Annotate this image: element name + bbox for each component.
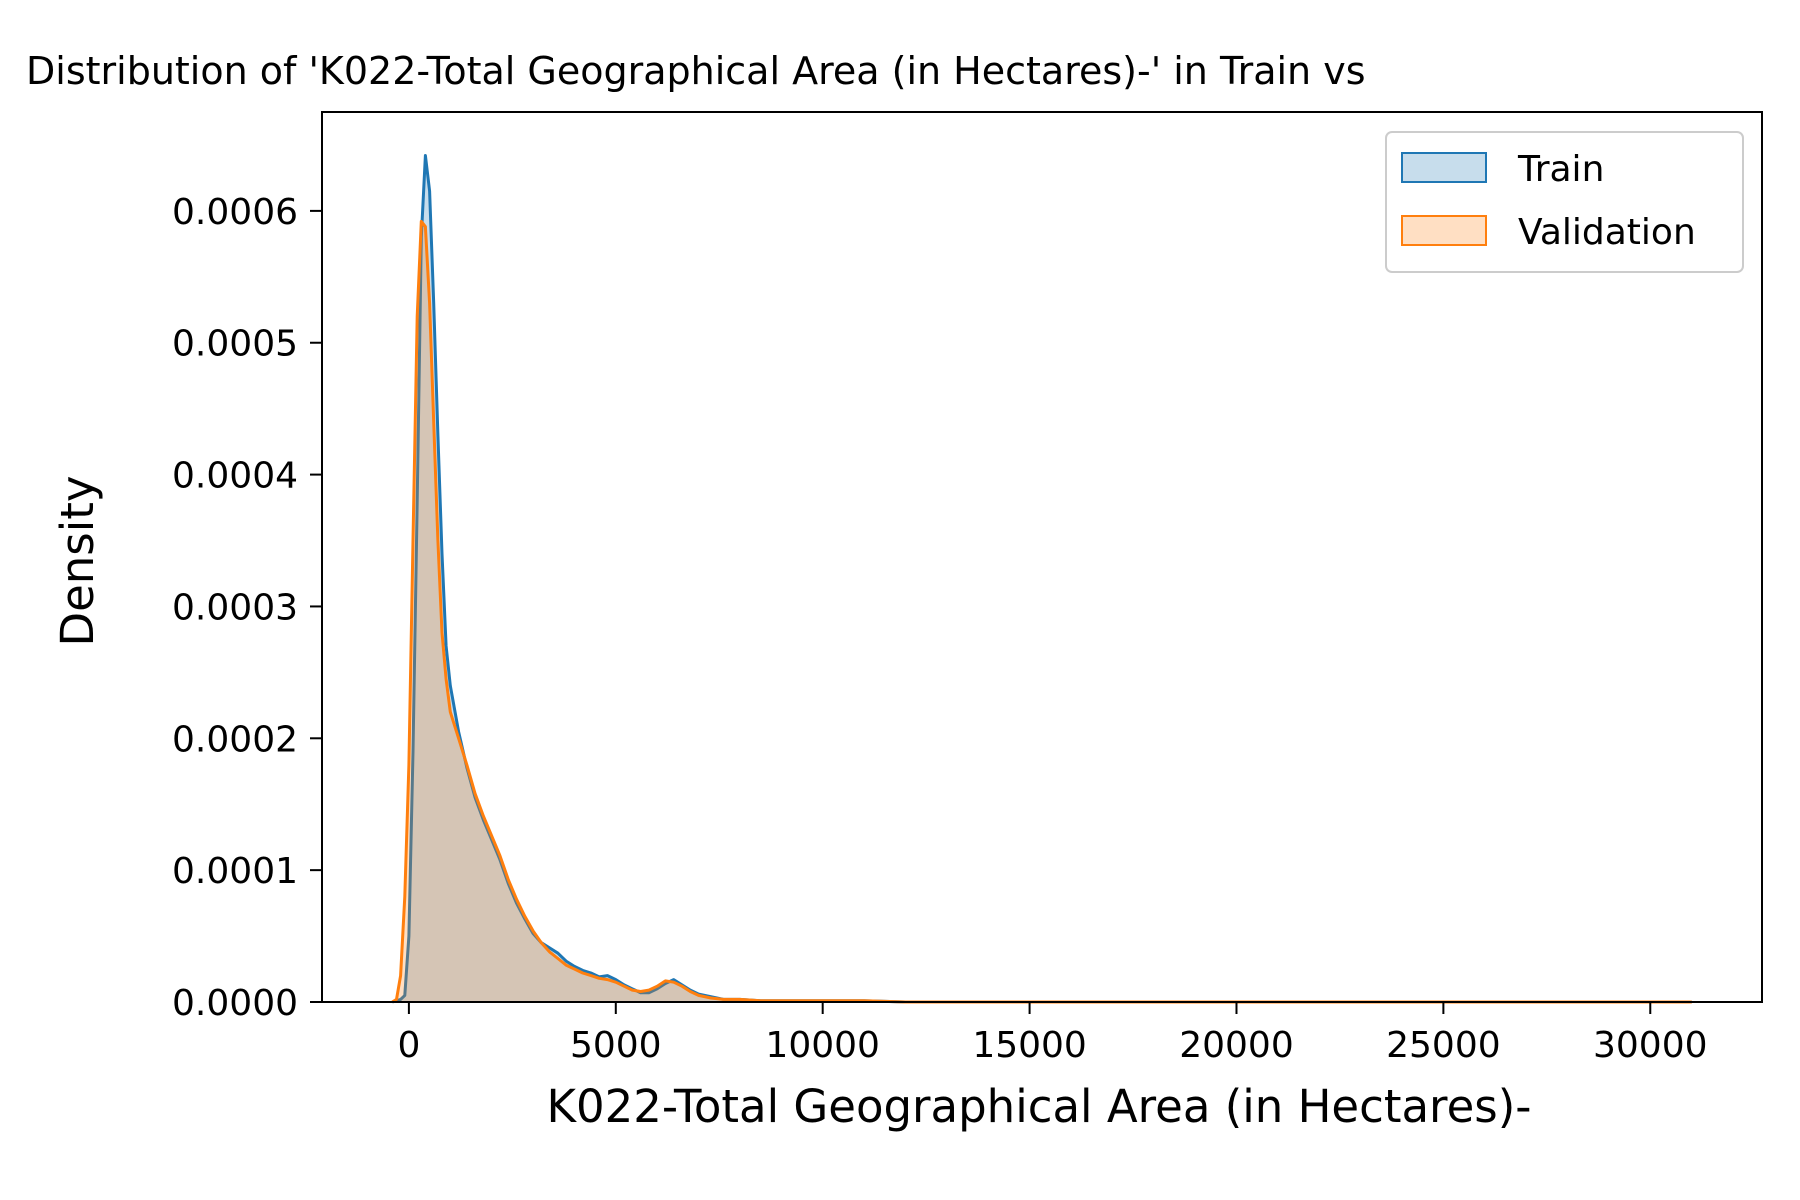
y-axis-label: Density	[51, 475, 104, 646]
x-axis-label: K022-Total Geographical Area (in Hectare…	[546, 1080, 1531, 1133]
legend-frame	[1385, 131, 1744, 273]
y-tick-label: 0.0006	[172, 192, 298, 233]
series-area-validation	[392, 221, 1692, 1002]
legend: Train Validation	[1385, 131, 1744, 273]
legend-swatch-train	[1401, 152, 1487, 183]
x-tick-label: 20000	[1179, 1025, 1294, 1066]
x-tick-label: 30000	[1593, 1025, 1708, 1066]
y-tick-label: 0.0001	[172, 851, 298, 892]
y-tick-label: 0.0003	[172, 587, 298, 628]
axes-frame	[321, 111, 1763, 1003]
legend-label-train: Train	[1517, 149, 1604, 190]
legend-swatch-validation	[1401, 215, 1487, 246]
legend-label-validation: Validation	[1518, 212, 1696, 253]
x-axis-ticks: 0 5000 10000 15000 20000 25000 30000	[397, 1002, 1708, 1066]
x-tick-label: 15000	[972, 1025, 1087, 1066]
x-tick-label: 0	[397, 1025, 420, 1066]
y-tick-label: 0.0002	[172, 719, 298, 760]
y-tick-label: 0.0005	[172, 324, 298, 365]
chart-title: Distribution of 'K022-Total Geographical…	[26, 49, 1366, 93]
y-tick-label: 0.0000	[172, 983, 298, 1024]
x-tick-label: 5000	[570, 1025, 662, 1066]
x-tick-label: 25000	[1386, 1025, 1501, 1066]
series-area-train	[392, 155, 1692, 1002]
x-tick-label: 10000	[765, 1025, 880, 1066]
y-tick-label: 0.0004	[172, 456, 298, 497]
y-axis-ticks: 0.0000 0.0001 0.0002 0.0003 0.0004 0.0005 0.00…	[172, 192, 322, 1024]
